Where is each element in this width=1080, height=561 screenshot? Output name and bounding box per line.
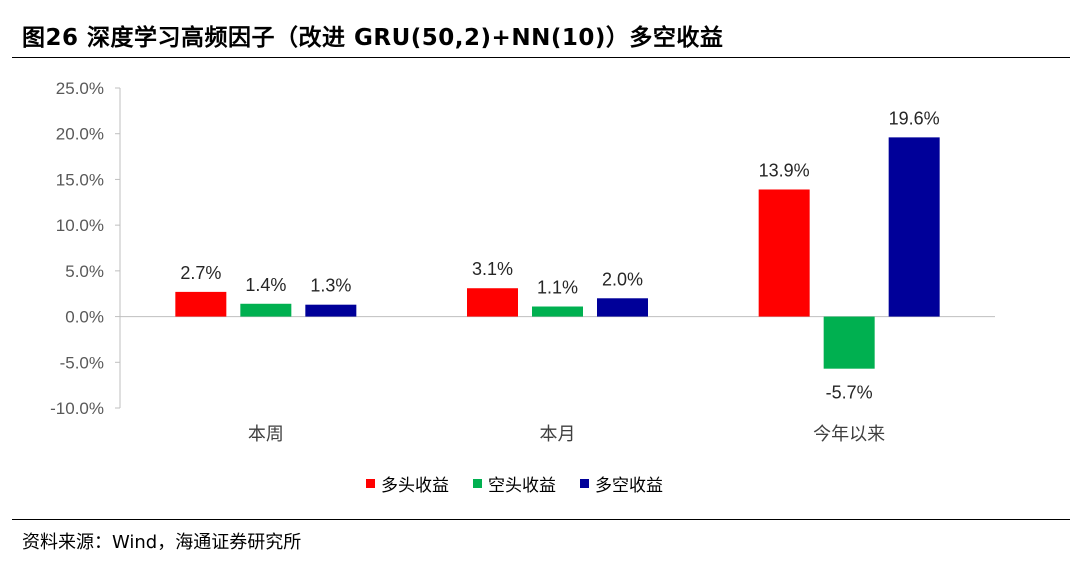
chart-title: 图26 深度学习高频因子（改进 GRU(50,2)+NN(10)）多空收益 [22, 25, 724, 51]
x-tick-label: 本月 [540, 424, 576, 444]
y-tick-label: 10.0% [56, 216, 104, 235]
y-tick-label: 25.0% [56, 79, 104, 98]
y-tick-label: 0.0% [65, 308, 104, 327]
legend-label-long-short: 多空收益 [595, 476, 663, 496]
data-label: 2.7% [180, 263, 221, 283]
bar [532, 306, 583, 317]
bar-chart: 25.0% 20.0% 15.0% 10.0% 5.0% 0.0% -5.0% -10.0% 2… [50, 79, 995, 444]
data-label: 19.6% [889, 108, 940, 128]
y-tick-label: -5.0% [60, 353, 104, 372]
data-label: -5.7% [826, 383, 873, 403]
legend-swatch-long [366, 479, 375, 488]
legend-item-long: 多头收益 [366, 471, 449, 496]
data-label: 3.1% [472, 259, 513, 279]
legend-label-long: 多头收益 [381, 476, 449, 496]
data-label: 1.1% [537, 278, 578, 298]
y-tick-label: 20.0% [56, 125, 104, 144]
data-label: 1.3% [310, 276, 351, 296]
x-tick-label: 今年以来 [813, 424, 885, 444]
chart-legend: 多头收益 空头收益 多空收益 [366, 471, 663, 496]
bar [823, 316, 875, 369]
y-tick-label: -10.0% [50, 399, 104, 418]
data-label: 13.9% [759, 160, 810, 180]
data-label: 2.0% [602, 269, 643, 289]
legend-item-long-short: 多空收益 [580, 471, 663, 496]
legend-item-short: 空头收益 [473, 471, 556, 496]
source-note: 资料来源：Wind，海通证券研究所 [22, 532, 302, 553]
bar [175, 291, 227, 317]
legend-swatch-long-short [580, 479, 589, 488]
bar [467, 288, 518, 317]
y-tick-label: 15.0% [56, 170, 104, 189]
source-divider [12, 519, 1070, 520]
bar [758, 189, 810, 317]
bar [597, 298, 648, 317]
title-divider [12, 57, 1070, 58]
bar [240, 303, 292, 317]
legend-label-short: 空头收益 [488, 476, 556, 496]
legend-swatch-short [473, 479, 482, 488]
bar [888, 137, 940, 317]
y-tick-label: 5.0% [65, 262, 104, 281]
x-tick-label: 本周 [248, 424, 284, 444]
data-label: 1.4% [245, 275, 286, 295]
bar [305, 304, 357, 317]
